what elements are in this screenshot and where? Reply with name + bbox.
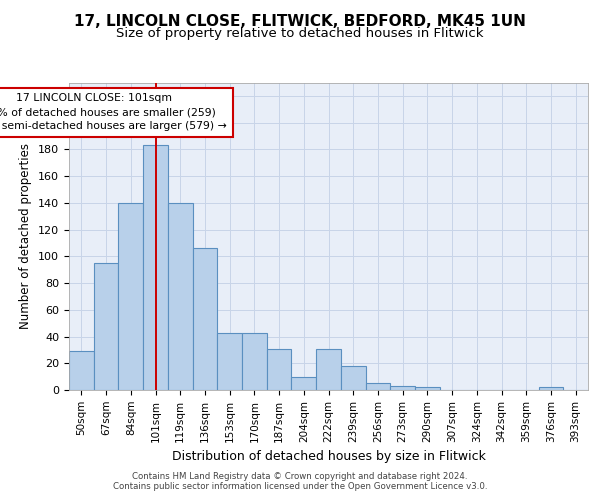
X-axis label: Distribution of detached houses by size in Flitwick: Distribution of detached houses by size … xyxy=(172,450,485,463)
Bar xyxy=(341,366,365,390)
Bar xyxy=(69,351,94,390)
Bar xyxy=(168,203,193,390)
Y-axis label: Number of detached properties: Number of detached properties xyxy=(19,143,32,329)
Bar xyxy=(292,376,316,390)
Bar xyxy=(118,203,143,390)
Bar xyxy=(539,388,563,390)
Text: Size of property relative to detached houses in Flitwick: Size of property relative to detached ho… xyxy=(116,28,484,40)
Bar xyxy=(94,263,118,390)
Text: 17 LINCOLN CLOSE: 101sqm
← 31% of detached houses are smaller (259)
69% of semi-: 17 LINCOLN CLOSE: 101sqm ← 31% of detach… xyxy=(0,93,227,131)
Bar xyxy=(242,332,267,390)
Bar xyxy=(415,388,440,390)
Text: Contains HM Land Registry data © Crown copyright and database right 2024.: Contains HM Land Registry data © Crown c… xyxy=(132,472,468,481)
Bar xyxy=(390,386,415,390)
Text: Contains public sector information licensed under the Open Government Licence v3: Contains public sector information licen… xyxy=(113,482,487,491)
Bar xyxy=(193,248,217,390)
Bar xyxy=(143,146,168,390)
Bar xyxy=(267,348,292,390)
Bar xyxy=(217,332,242,390)
Bar xyxy=(365,384,390,390)
Bar xyxy=(316,348,341,390)
Text: 17, LINCOLN CLOSE, FLITWICK, BEDFORD, MK45 1UN: 17, LINCOLN CLOSE, FLITWICK, BEDFORD, MK… xyxy=(74,14,526,29)
